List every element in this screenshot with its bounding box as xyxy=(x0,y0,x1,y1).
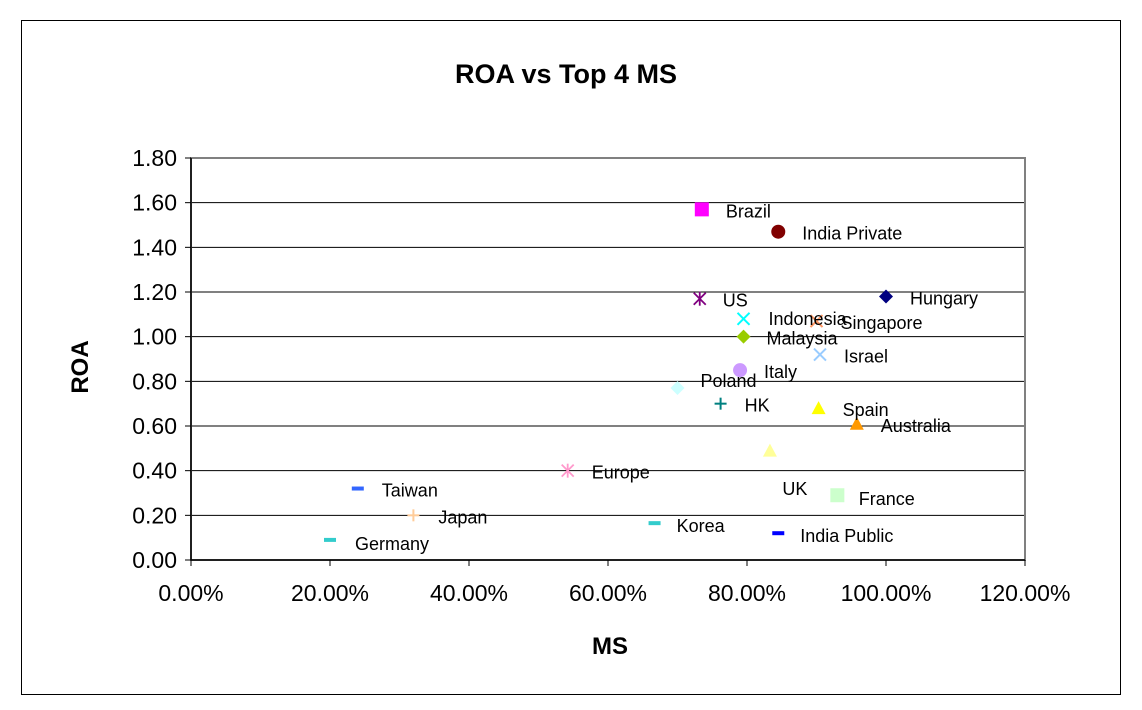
x-tick-label: 80.00% xyxy=(708,580,786,606)
hk-label: HK xyxy=(745,396,770,416)
korea-point xyxy=(648,521,661,526)
indonesia-point xyxy=(736,312,751,326)
india-public-point xyxy=(772,531,785,536)
malaysia-point xyxy=(736,329,751,344)
indonesia-label: Indonesia xyxy=(769,309,848,329)
germany-point xyxy=(324,537,336,542)
x-tick-label: 20.00% xyxy=(291,580,369,606)
malaysia-label: Malaysia xyxy=(767,329,839,349)
italy-label: Italy xyxy=(764,362,797,382)
israel-label: Israel xyxy=(844,347,888,367)
poland-label: Poland xyxy=(701,371,757,391)
israel-point xyxy=(813,347,827,362)
taiwan-point xyxy=(351,486,364,491)
italy-point xyxy=(733,363,748,378)
india-private-label: India Private xyxy=(802,224,902,244)
korea-label: Korea xyxy=(677,516,726,536)
hungary-label: Hungary xyxy=(910,288,978,308)
europe-label: Europe xyxy=(592,463,650,483)
india-public-label: India Public xyxy=(800,526,893,546)
y-tick-label: 0.40 xyxy=(132,458,177,484)
y-tick-label: 1.00 xyxy=(132,324,177,350)
germany-label: Germany xyxy=(355,534,429,554)
singapore-label: Singapore xyxy=(841,313,923,333)
uk-point xyxy=(830,488,845,503)
y-tick-label: 0.60 xyxy=(132,413,177,439)
poland-point xyxy=(670,381,685,396)
x-tick-labels: 0.00% 20.00% 40.00% 60.00% 80.00% 100.00% 120.… xyxy=(158,560,1070,606)
data-points xyxy=(324,202,893,542)
france-label: France xyxy=(859,489,915,509)
y-axis-title: ROA xyxy=(67,340,94,393)
y-tick-label: 0.00 xyxy=(132,547,177,573)
uk-label: UK xyxy=(782,479,807,499)
y-tick-label: 0.20 xyxy=(132,502,177,528)
y-tick-label: 1.80 xyxy=(132,145,177,171)
europe-point xyxy=(561,463,575,478)
australia-point xyxy=(849,416,864,430)
taiwan-label: Taiwan xyxy=(382,481,438,501)
us-point xyxy=(693,291,707,306)
chart-frame: ROA vs Top 4 MS 0.00 0.20 0.40 0.60 0.80 1.00… xyxy=(21,20,1121,695)
y-tick-label: 1.20 xyxy=(132,279,177,305)
spain-point xyxy=(811,401,826,415)
data-labels: Brazil India Private Hungary US IndonesiaSin… xyxy=(355,201,978,554)
hungary-point xyxy=(879,289,893,304)
spain-label: Spain xyxy=(843,400,889,420)
india-private-point xyxy=(771,224,786,239)
japan-label: Japan xyxy=(438,507,487,527)
x-tick-label: 60.00% xyxy=(569,580,647,606)
x-tick-label: 0.00% xyxy=(158,580,223,606)
australia-label: Australia xyxy=(881,416,952,436)
unlabeled-point xyxy=(762,443,777,457)
y-tick-labels: 0.00 0.20 0.40 0.60 0.80 1.00 1.20 1.40 1.60 1.80 xyxy=(132,145,191,573)
y-tick-label: 1.40 xyxy=(132,234,177,260)
x-tick-label: 100.00% xyxy=(841,580,932,606)
brazil-point xyxy=(694,202,709,217)
x-tick-label: 40.00% xyxy=(430,580,508,606)
y-tick-label: 1.60 xyxy=(132,190,177,216)
scatter-chart: ROA vs Top 4 MS 0.00 0.20 0.40 0.60 0.80 1.00… xyxy=(67,59,1070,660)
us-label: US xyxy=(723,291,748,311)
brazil-label: Brazil xyxy=(726,201,771,221)
hk-point xyxy=(714,397,727,410)
x-tick-label: 120.00% xyxy=(980,580,1071,606)
chart-title: ROA vs Top 4 MS xyxy=(455,59,677,89)
y-tick-label: 0.80 xyxy=(132,368,177,394)
japan-point xyxy=(407,509,420,522)
singapore-point xyxy=(809,314,824,328)
x-axis-title: MS xyxy=(592,633,628,660)
